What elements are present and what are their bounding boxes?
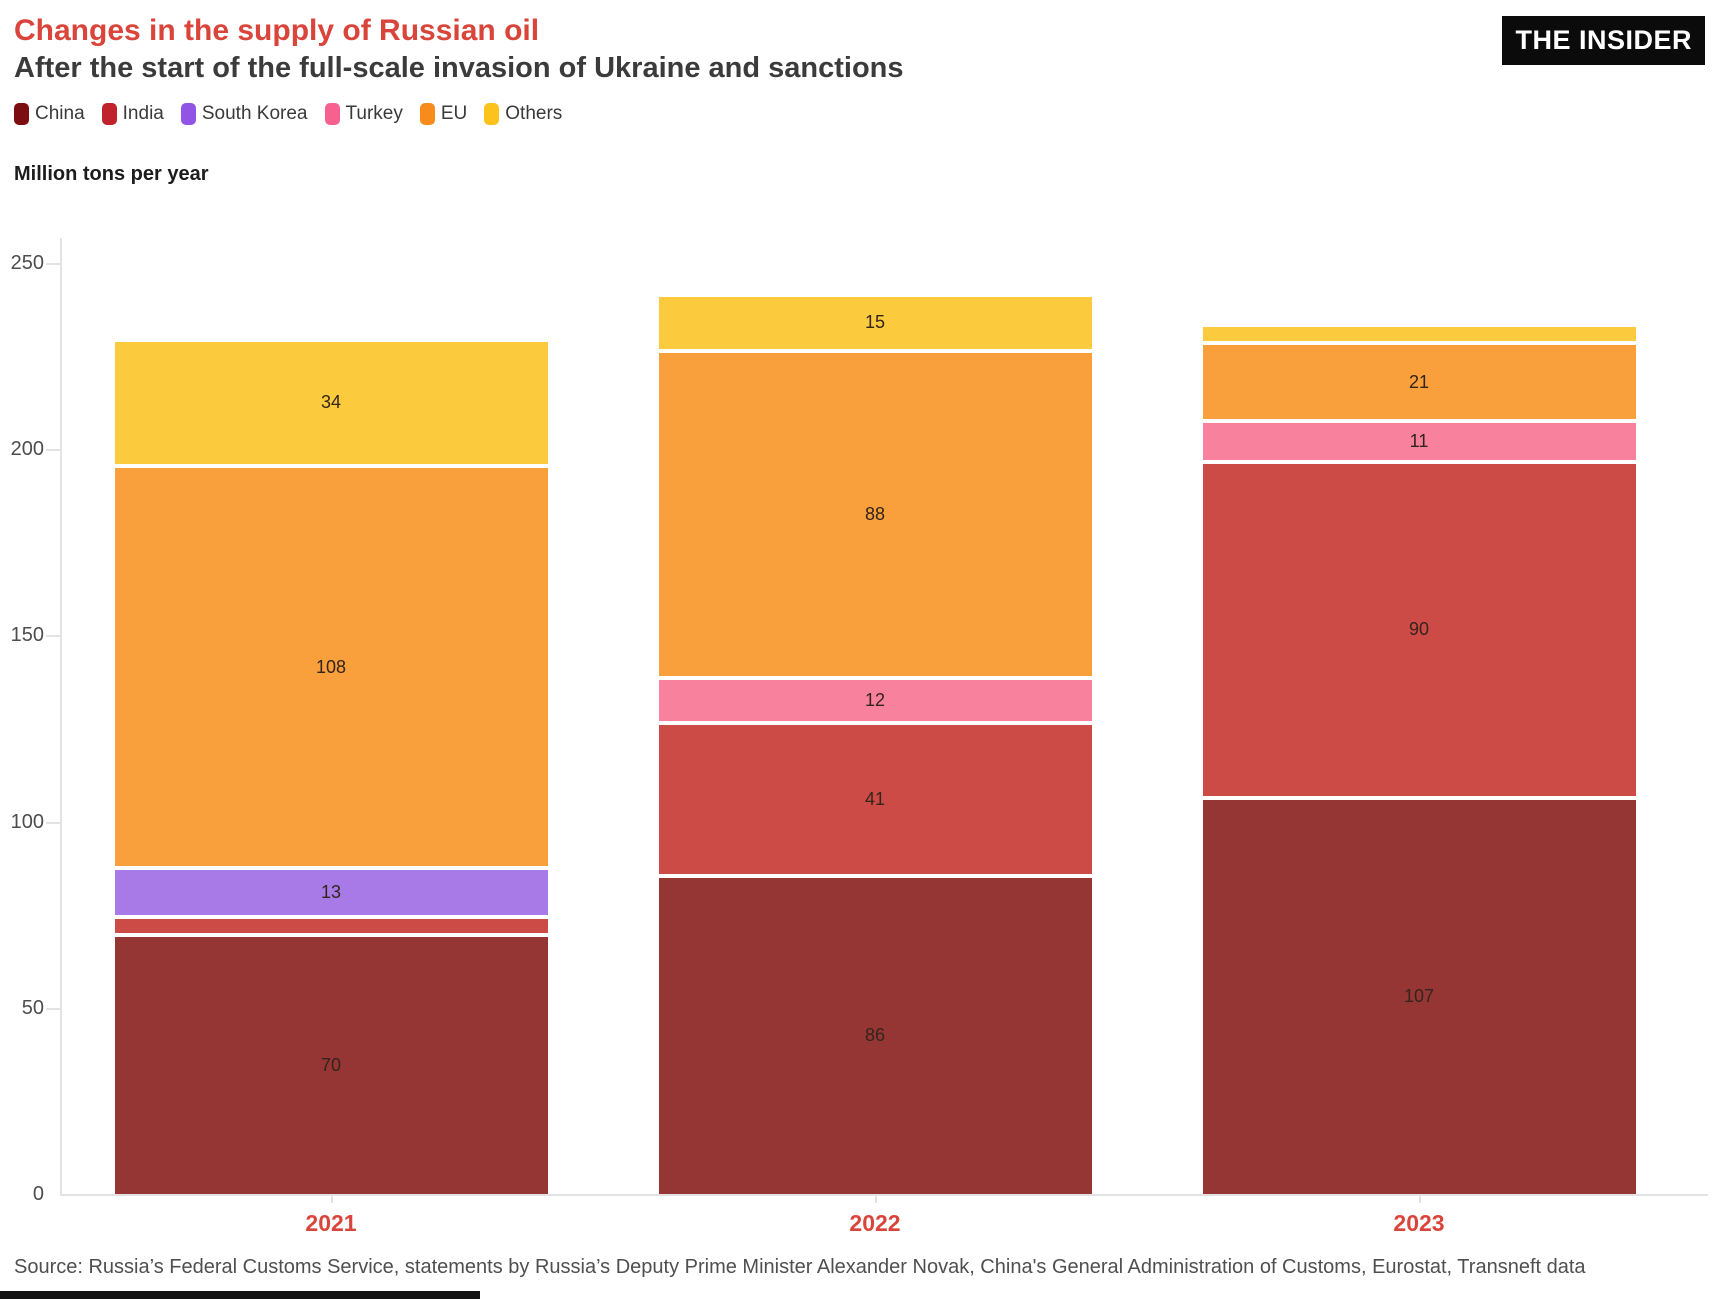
y-tick-label: 250: [10, 252, 44, 274]
segment-value-label: 11: [1409, 431, 1429, 452]
y-tick-mark: [46, 449, 60, 452]
segment-turkey-2023: 11: [1202, 419, 1636, 461]
bar-2022: 86 41 12 88 15: [658, 292, 1092, 1194]
segment-others-2023: [1202, 322, 1636, 342]
legend-item: Others: [484, 103, 562, 125]
legend-swatch: [324, 103, 340, 125]
segment-value-label: 12: [864, 690, 886, 711]
segment-value-label: 108: [315, 656, 347, 677]
y-tick-mark: [46, 263, 60, 265]
segment-china-2022: 86: [658, 873, 1092, 1194]
segment-value-label: 107: [1403, 986, 1435, 1007]
legend-swatch: [180, 103, 196, 125]
legend-swatch: [419, 103, 435, 125]
legend-label: China: [35, 103, 85, 124]
legend-swatch: [14, 103, 29, 125]
the-insider-logo: THE INSIDER: [1502, 16, 1705, 65]
segment-eu-2021: 108: [114, 464, 548, 867]
segment-value-label: 86: [864, 1025, 886, 1046]
segment-eu-2022: 88: [658, 348, 1092, 677]
segment-others-2021: 34: [114, 337, 548, 465]
y-axis-line: [60, 238, 62, 1196]
x-axis-line: [60, 1194, 1708, 1196]
legend-item: EU: [419, 103, 468, 125]
bar-2023: 107 90 11 21: [1202, 322, 1636, 1194]
y-tick-label: 200: [10, 438, 44, 461]
segment-india-2022: 41: [658, 721, 1092, 874]
x-axis-label-2022: 2022: [849, 1210, 901, 1236]
y-tick-mark: [46, 635, 60, 638]
y-tick-mark: [46, 821, 60, 824]
segment-value-label: 13: [320, 882, 342, 902]
segment-value-label: 21: [1408, 371, 1430, 392]
source-note: Source: Russia’s Federal Customs Service…: [14, 1256, 1586, 1278]
segment-value-label: 15: [864, 312, 886, 333]
bar-2021: 70 13 108 34: [114, 337, 548, 1194]
segment-india-2021: [114, 914, 548, 934]
chart-title: Changes in the supply of Russian oil: [14, 14, 540, 47]
legend-label: India: [122, 103, 164, 124]
bottom-bar-decor: [0, 1291, 480, 1299]
segment-eu-2023: 21: [1202, 341, 1636, 420]
legend-swatch: [484, 103, 500, 125]
segment-china-2023: 107: [1202, 795, 1636, 1194]
segment-value-label: 88: [864, 504, 886, 525]
legend-item: South Korea: [180, 103, 308, 125]
legend-item: Turkey: [324, 103, 403, 125]
legend-swatch: [101, 103, 117, 125]
segment-india-2023: 90: [1202, 460, 1636, 796]
legend: China India South Korea Turkey EU Others: [14, 103, 562, 125]
segment-others-2022: 15: [658, 292, 1092, 349]
segment-south-korea-2021: 13: [114, 866, 548, 915]
y-tick-label: 150: [10, 624, 44, 647]
segment-value-label: 41: [864, 788, 886, 809]
x-axis-label-2023: 2023: [1393, 1210, 1445, 1236]
legend-label: South Korea: [201, 103, 308, 124]
x-tick-mark: [331, 1196, 333, 1203]
x-axis-label-2021: 2021: [305, 1210, 357, 1236]
chart-subtitle: After the start of the full-scale invasi…: [14, 52, 904, 84]
segment-turkey-2022: 12: [658, 676, 1092, 722]
x-tick-mark: [1419, 1196, 1421, 1203]
legend-label: EU: [440, 103, 468, 124]
y-axis-unit-label: Million tons per year: [14, 163, 209, 185]
legend-item: China: [14, 103, 85, 125]
segment-china-2021: 70: [114, 933, 548, 1194]
y-tick-label: 50: [21, 996, 44, 1019]
y-tick-label: 100: [10, 810, 44, 833]
legend-item: India: [101, 103, 164, 125]
segment-value-label: 90: [1408, 619, 1430, 640]
legend-label: Turkey: [345, 103, 403, 124]
x-tick-mark: [875, 1196, 877, 1203]
y-tick-mark: [46, 1007, 60, 1010]
segment-value-label: 70: [320, 1055, 342, 1076]
legend-label: Others: [505, 103, 563, 124]
y-tick-label: 0: [32, 1183, 44, 1205]
segment-value-label: 34: [320, 392, 342, 413]
